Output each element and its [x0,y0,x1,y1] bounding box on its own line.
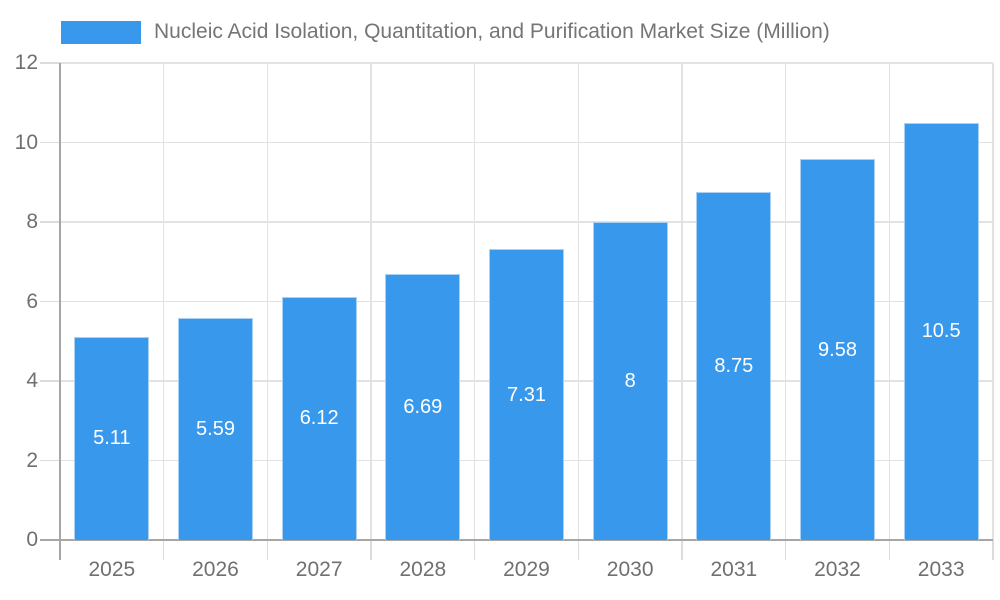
y-tick-label: 2 [26,448,38,472]
bar-value-label: 8 [624,370,636,392]
gridline-vertical [266,63,269,540]
bar-value-label: 10.5 [921,320,961,343]
x-tick-label: 2025 [88,558,136,581]
gridline-vertical [370,63,372,540]
y-axis-tick [40,300,60,303]
y-tick-label: 0 [26,528,38,551]
bar-value-label: 5.11 [93,427,131,450]
bar [696,192,772,540]
x-axis-tick [266,540,269,560]
x-axis-tick [992,540,994,560]
x-tick-label: 2029 [503,558,550,581]
x-axis-line [40,539,993,541]
legend-label: Nucleic Acid Isolation, Quantitation, an… [154,20,830,43]
gridline-vertical [473,63,476,540]
x-tick-label: 2033 [917,558,965,581]
x-tick-label: 2031 [710,558,758,581]
y-axis-tick [40,221,60,223]
bar [74,336,150,540]
bar-value-label: 6.69 [403,396,443,419]
bar [903,122,979,540]
y-axis-tick [40,380,60,382]
bar [592,222,668,540]
x-axis-tick [370,540,372,560]
x-axis-tick [888,540,891,560]
bar-value-label: 5.59 [196,417,235,440]
gridline-horizontal [60,62,993,64]
x-tick-label: 2027 [295,558,343,581]
gridline-vertical [784,63,787,540]
x-tick-label: 2030 [606,558,654,581]
y-tick-label: 10 [14,130,38,154]
gridline-vertical [992,63,994,540]
bar-value-label: 7.31 [507,383,546,406]
x-axis-tick [473,540,476,560]
y-axis-line [59,63,61,560]
x-tick-label: 2028 [399,558,447,581]
bar [489,249,564,540]
y-tick-label: 6 [26,289,38,313]
gridline-horizontal [60,221,993,223]
x-tick-label: 2026 [192,558,239,581]
legend-swatch [61,20,141,44]
bar [281,296,357,540]
bar-value-label: 6.12 [299,407,339,430]
y-tick-label: 12 [14,51,38,74]
y-tick-label: 4 [26,369,38,392]
y-axis-tick [40,459,60,462]
bar [385,274,461,540]
gridline-vertical [888,63,891,540]
x-axis-tick [577,540,580,560]
bar-value-label: 9.58 [818,338,857,361]
gridline-vertical [577,63,580,540]
x-axis-tick [162,540,165,560]
bar [178,317,253,540]
gridline-vertical [162,63,165,540]
legend: Nucleic Acid Isolation, Quantitation, an… [61,12,830,52]
x-axis-tick [784,540,787,560]
gridline-vertical [681,63,683,540]
bar [800,159,875,540]
y-axis-tick [40,62,60,64]
y-axis-tick [40,141,60,144]
x-axis-tick [681,540,683,560]
x-tick-label: 2032 [814,558,861,581]
gridline-horizontal [60,141,993,144]
bar-value-label: 8.75 [714,355,754,378]
y-tick-label: 8 [26,210,38,233]
